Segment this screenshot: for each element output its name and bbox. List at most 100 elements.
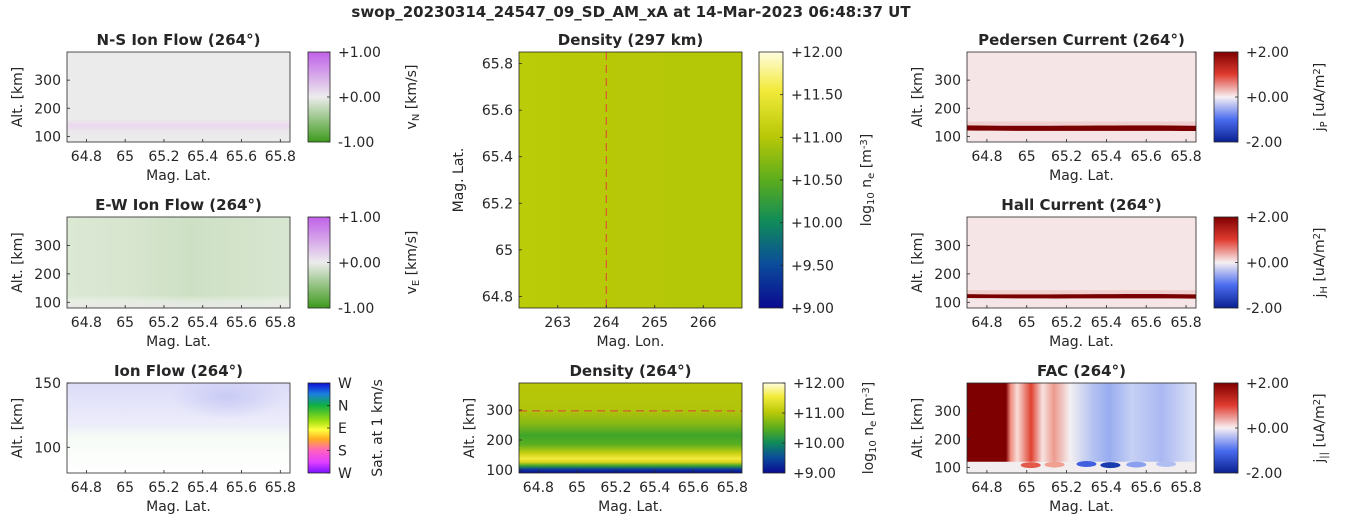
y-tick-label: 65.6 bbox=[482, 103, 513, 119]
x-tick-label: 65 bbox=[568, 480, 586, 496]
pedersen-colorbar: +2.00 +0.00 -2.00 jP [uA/m2] bbox=[1213, 45, 1330, 151]
y-tick-label: 200 bbox=[934, 101, 961, 117]
y-tick-label: 150 bbox=[34, 376, 61, 392]
hall-frame bbox=[966, 216, 1197, 309]
colorbar-tick-label: +1.00 bbox=[338, 210, 381, 226]
ns-flow-x-label: Mag. Lat. bbox=[146, 168, 211, 184]
colorbar-tick-label: N bbox=[338, 399, 348, 415]
ion-flow-title: Ion Flow (264°) bbox=[114, 362, 243, 380]
colorbar-label: jP [uA/m2] bbox=[1312, 63, 1330, 132]
colorbar-label: j|| [uA/m2] bbox=[1312, 393, 1330, 463]
pedersen-x-label: Mag. Lat. bbox=[1049, 168, 1114, 184]
colorbar-tick-label: +12.00 bbox=[791, 45, 843, 61]
x-tick-label: 266 bbox=[690, 315, 717, 331]
y-tick-label: 200 bbox=[934, 267, 961, 283]
colorbar-gradient bbox=[307, 216, 331, 309]
ns-flow-panel: 64.8 65 65.2 65.4 65.6 65.8 100 200 300 N-S Ion F… bbox=[10, 31, 422, 184]
fac-colorbar: +2.00 +0.00 -2.00 j|| [uA/m2] bbox=[1213, 376, 1330, 482]
colorbar-label: jH [uA/m2] bbox=[1312, 228, 1330, 299]
x-tick-label: 65.4 bbox=[639, 480, 670, 496]
x-tick-label: 65.2 bbox=[1051, 315, 1082, 331]
ns-flow-y-label: Alt. [km] bbox=[10, 67, 26, 128]
y-tick-label: 100 bbox=[934, 129, 961, 145]
pedersen-layer-halo bbox=[967, 121, 1196, 126]
colorbar-tick-label: +11.00 bbox=[793, 406, 845, 422]
colorbar-label: log10 ne [m-3] bbox=[859, 134, 877, 227]
y-tick-label: 300 bbox=[934, 404, 961, 420]
x-tick-label: 64.8 bbox=[971, 315, 1002, 331]
x-tick-label: 65.2 bbox=[148, 480, 179, 496]
colorbar-tick-label: +9.50 bbox=[791, 258, 834, 274]
hall-layer-halo bbox=[967, 290, 1196, 295]
x-tick-label: 65.2 bbox=[600, 480, 631, 496]
density-map-x-label: Mag. Lon. bbox=[597, 334, 665, 350]
x-tick-label: 65.6 bbox=[226, 149, 257, 165]
colorbar-gradient bbox=[1213, 51, 1239, 143]
colorbar-tick-label: -1.00 bbox=[338, 301, 374, 317]
ns-flow-frame bbox=[66, 51, 291, 143]
ns-flow-title: N-S Ion Flow (264°) bbox=[97, 31, 261, 49]
colorbar-tick-label: +11.50 bbox=[791, 88, 843, 104]
hall-y-label: Alt. [km] bbox=[910, 232, 926, 293]
x-tick-label: 65.6 bbox=[226, 480, 257, 496]
colorbar-tick-label: +10.00 bbox=[791, 216, 843, 232]
colorbar-tick-label: +0.00 bbox=[338, 256, 381, 272]
x-tick-label: 65.4 bbox=[187, 315, 218, 331]
ew-flow-x-label: Mag. Lat. bbox=[146, 334, 211, 350]
x-tick-label: 65.6 bbox=[1131, 480, 1162, 496]
y-tick-label: 64.8 bbox=[482, 289, 513, 305]
colorbar-tick-label: E bbox=[338, 421, 347, 437]
x-tick-label: 264 bbox=[593, 315, 620, 331]
density-profile-title: Density (264°) bbox=[569, 362, 691, 380]
y-tick-label: 300 bbox=[486, 403, 513, 419]
fac-lower-feature bbox=[1044, 461, 1065, 468]
y-tick-label: 200 bbox=[34, 267, 61, 283]
colorbar-tick-label: +2.00 bbox=[1246, 45, 1289, 61]
ew-flow-plot-area bbox=[67, 217, 290, 308]
x-tick-label: 263 bbox=[544, 315, 571, 331]
pedersen-frame bbox=[966, 51, 1197, 143]
colorbar-label: vE [km/s] bbox=[404, 231, 422, 295]
ion-flow-shading bbox=[67, 383, 290, 473]
density-profile-plot-area bbox=[519, 383, 742, 473]
y-tick-label: 100 bbox=[934, 295, 961, 311]
x-tick-label: 65 bbox=[1018, 315, 1036, 331]
density-map-frame bbox=[518, 51, 743, 309]
x-tick-label: 65.4 bbox=[1091, 149, 1122, 165]
fac-lower-feature bbox=[1100, 462, 1121, 469]
fac-panel: 64.8 65 65.2 65.4 65.6 65.8 100 200 300 FAC (264°… bbox=[910, 362, 1330, 515]
colorbar-label: log10 ne [m-3] bbox=[861, 382, 879, 475]
colorbar-tick-label: +0.00 bbox=[1246, 256, 1289, 272]
x-tick-label: 65.4 bbox=[1091, 480, 1122, 496]
y-tick-label: 200 bbox=[486, 433, 513, 449]
colorbar-gradient bbox=[307, 51, 331, 143]
x-tick-label: 65.6 bbox=[1131, 315, 1162, 331]
colorbar-tick-label: W bbox=[338, 376, 352, 392]
y-tick-label: 100 bbox=[486, 463, 513, 479]
x-tick-label: 65.8 bbox=[265, 315, 296, 331]
colorbar-tick-label: +9.00 bbox=[793, 466, 836, 482]
y-tick-label: 100 bbox=[34, 129, 61, 145]
density-map-panel: 263 264 265 266 64.8 65 65.2 65.4 65.6 65.8 Densit… bbox=[451, 31, 877, 350]
y-tick-label: 200 bbox=[934, 432, 961, 448]
figure-title: swop_20230314_24547_09_SD_AM_xA at 14-Ma… bbox=[351, 3, 911, 21]
y-tick-label: 65.2 bbox=[482, 196, 513, 212]
y-tick-label: 100 bbox=[34, 440, 61, 456]
ion-flow-panel: 64.8 65 65.2 65.4 65.6 65.8 100 150 Ion Flow (26… bbox=[10, 362, 386, 515]
pedersen-current-layer bbox=[967, 125, 1196, 132]
ew-flow-colorbar: +1.00 +0.00 -1.00 vE [km/s] bbox=[307, 210, 422, 317]
ion-flow-x-label: Mag. Lat. bbox=[146, 499, 211, 515]
colorbar-gradient bbox=[762, 382, 786, 474]
ew-flow-title: E-W Ion Flow (264°) bbox=[95, 196, 262, 214]
density-map-colorbar: +12.00 +11.50 +11.00 +10.50 +10.00 +9.50 +9.00… bbox=[758, 45, 877, 317]
density-profile-frame bbox=[518, 382, 743, 474]
y-tick-label: 300 bbox=[934, 238, 961, 254]
fac-plot-area bbox=[967, 383, 1196, 473]
colorbar-tick-label: -2.00 bbox=[1246, 135, 1282, 151]
colorbar-tick-label: +0.00 bbox=[338, 90, 381, 106]
x-tick-label: 65.6 bbox=[1131, 149, 1162, 165]
x-tick-label: 65 bbox=[116, 315, 134, 331]
x-tick-label: 65.8 bbox=[717, 480, 748, 496]
